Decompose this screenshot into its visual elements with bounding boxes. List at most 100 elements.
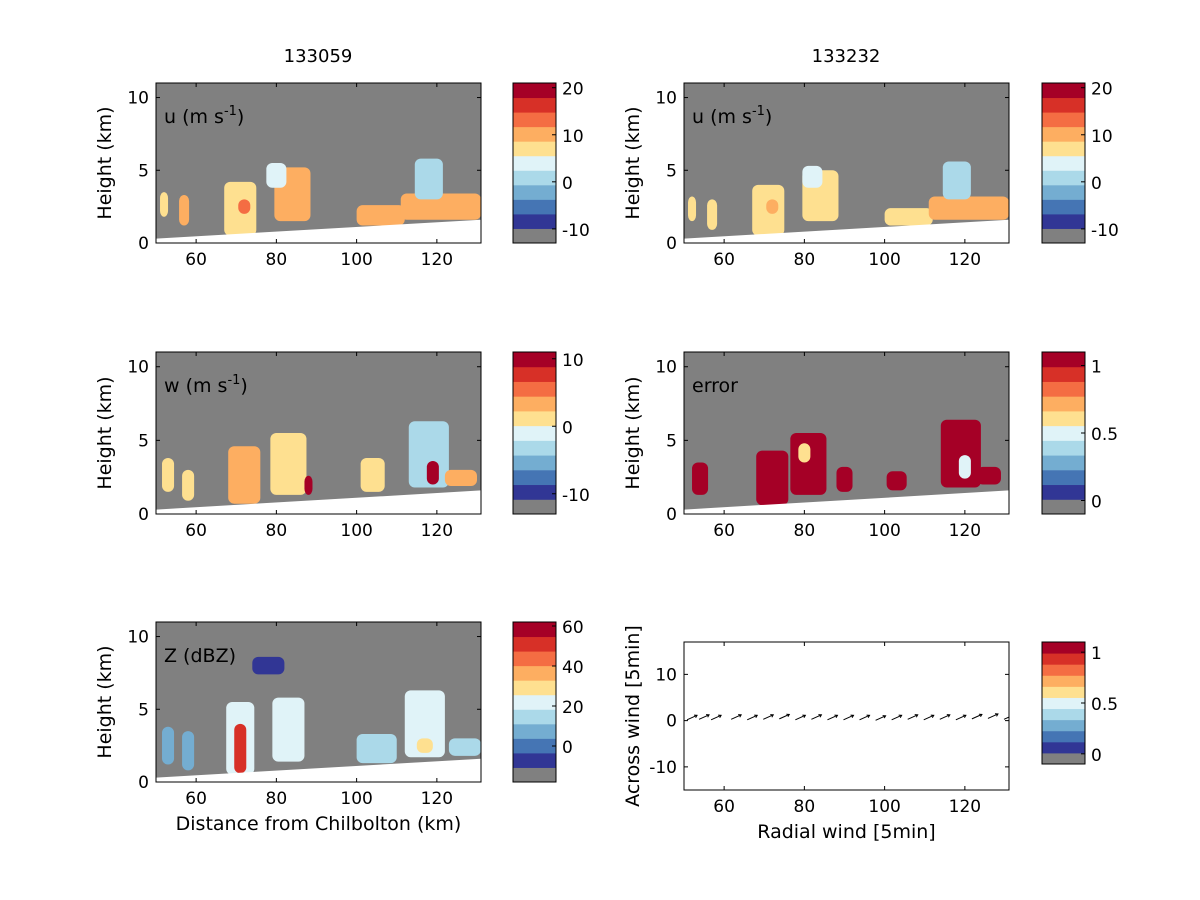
panel-frame xyxy=(155,351,482,515)
panel-label-main: Z (dBZ) xyxy=(164,645,236,667)
echo-cell-6 xyxy=(884,208,933,226)
colorbar-band-9 xyxy=(1042,366,1085,382)
wind-arrowhead-5 xyxy=(770,714,775,718)
x-tick-label-1: 80 xyxy=(266,789,288,809)
wind-arrow-16 xyxy=(939,714,951,720)
colorbar-tick-label-0: 0 xyxy=(562,738,573,758)
colorbar-band-1 xyxy=(513,484,556,500)
colorbar-band-0 xyxy=(513,228,556,244)
x-tick-label-2: 100 xyxy=(340,250,372,270)
x-tick-label-0: 60 xyxy=(713,797,735,817)
panel-label-end: ) xyxy=(237,106,244,128)
colorbar-band-10 xyxy=(1042,352,1085,368)
echo-cell-9 xyxy=(414,158,443,200)
colorbar: -10 0 10 xyxy=(512,351,590,515)
x-tick-label-1: 80 xyxy=(794,250,816,270)
x-tick-label-3: 120 xyxy=(421,250,453,270)
colorbar-tick-label-1: 0 xyxy=(562,174,573,194)
x-tick-label-0: 60 xyxy=(185,250,207,270)
colorbar-band-1 xyxy=(1042,484,1085,500)
colorbar-band-4 xyxy=(1042,708,1085,721)
echo-cell-3 xyxy=(270,433,307,495)
colorbar-band-10 xyxy=(1042,83,1085,99)
colorbar-band-5 xyxy=(513,155,556,171)
echo-cell-8 xyxy=(942,161,971,200)
colorbar-tick-label-1: 0.5 xyxy=(1091,695,1118,715)
colorbar-band-5 xyxy=(513,694,556,710)
wind-arrowhead-6 xyxy=(786,713,791,718)
colorbar-band-3 xyxy=(1042,719,1085,732)
colorbar-frame xyxy=(512,621,557,783)
echo-cell-3 xyxy=(766,199,779,214)
colorbar-band-4 xyxy=(1042,440,1085,456)
echo-cell-3 xyxy=(234,723,247,774)
colorbar-band-4 xyxy=(513,709,556,725)
y-tick-label-1: 5 xyxy=(138,700,149,720)
panel-frame xyxy=(683,351,1010,515)
y-tick-label-2: 10 xyxy=(127,628,149,648)
colorbar: 00.51 xyxy=(1041,351,1118,515)
echo-cell-7 xyxy=(416,738,433,753)
y-axis-label: Height (km) xyxy=(622,376,644,489)
colorbar-band-9 xyxy=(1042,653,1085,665)
echo-cell-5 xyxy=(886,471,907,491)
x-tick-label-2: 100 xyxy=(868,797,900,817)
echo-cell-8 xyxy=(444,469,477,487)
ground-mask xyxy=(156,490,481,514)
colorbar-band-2 xyxy=(513,738,556,754)
panel-label-end: ) xyxy=(765,106,772,128)
echo-cell-4 xyxy=(272,697,305,762)
wind-arrowhead-0 xyxy=(693,714,698,718)
panel-label-main: w (m s xyxy=(164,375,227,397)
x-tick-label-3: 120 xyxy=(421,789,453,809)
colorbar-frame xyxy=(512,351,557,515)
colorbar-band-7 xyxy=(1042,396,1085,412)
ground-mask xyxy=(684,490,1009,514)
colorbar-band-1 xyxy=(1042,213,1085,229)
x-tick-label-0: 60 xyxy=(185,521,207,541)
echo-cell-0 xyxy=(692,462,709,495)
panel-label: w (m s-1) xyxy=(164,373,248,397)
colorbar: 0 20 40 60 xyxy=(512,618,584,783)
y-tick-label-1: 5 xyxy=(666,161,677,181)
wind-arrow-8 xyxy=(811,714,822,720)
colorbar-band-1 xyxy=(1042,741,1085,754)
wind-arrow-18 xyxy=(971,713,983,720)
y-axis-label: Across wind [5min] xyxy=(622,625,644,807)
x-tick-label-3: 120 xyxy=(421,521,453,541)
echo-cell-1 xyxy=(182,469,195,501)
panel-frame xyxy=(155,82,482,244)
colorbar-tick-label-3: 20 xyxy=(562,80,584,100)
echo-cell-0 xyxy=(162,458,175,492)
colorbar-band-7 xyxy=(1042,126,1085,142)
x-tick-label-2: 100 xyxy=(868,521,900,541)
panel-frame xyxy=(683,82,1010,244)
panel-frame xyxy=(155,621,482,783)
panel-label: error xyxy=(692,375,738,397)
colorbar-band-8 xyxy=(1042,381,1085,397)
colorbar: -10 0 10 20 xyxy=(512,80,590,244)
x-tick-label-2: 100 xyxy=(340,789,372,809)
wind-arrowhead-4 xyxy=(754,714,759,718)
wind-arrowhead-17 xyxy=(962,714,967,718)
colorbar-band-7 xyxy=(513,396,556,412)
wind-arrowhead-7 xyxy=(802,714,807,718)
colorbar-band-7 xyxy=(513,665,556,681)
wind-arrow-5 xyxy=(763,714,774,720)
ground-mask xyxy=(156,219,481,243)
panel-u2: 60 80 100 120 0 5 10 Height (km) u (m s-1) -10 0 10… xyxy=(622,80,1119,270)
echo-cell-1 xyxy=(182,731,195,771)
wind-arrowhead-19 xyxy=(994,713,999,717)
panel-inner xyxy=(156,622,481,782)
echo-cell-0 xyxy=(162,726,175,765)
colorbar-band-10 xyxy=(1042,642,1085,654)
panel-label-superscript: -1 xyxy=(227,373,240,388)
colorbar-tick-label-3: 60 xyxy=(562,618,584,638)
colorbar-band-6 xyxy=(1042,141,1085,157)
echo-cell-7 xyxy=(928,196,1009,220)
wind-arrowhead-10 xyxy=(850,714,855,718)
panel-inner xyxy=(684,642,1009,790)
y-tick-label-1: 0 xyxy=(666,712,677,732)
panel-Z: 60 80 100 120 0 5 10 Height (km) Distance from C… xyxy=(94,618,584,835)
